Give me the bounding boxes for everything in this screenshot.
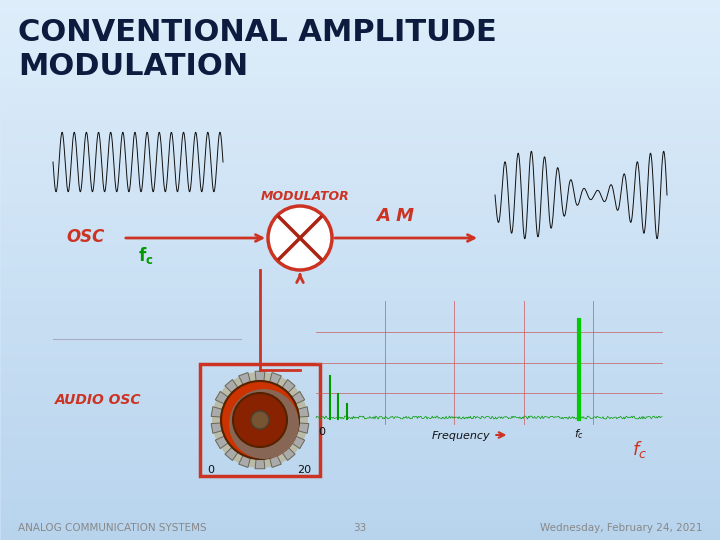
Text: $f_c$: $f_c$ <box>632 440 647 461</box>
Text: 0: 0 <box>207 465 215 475</box>
Polygon shape <box>255 459 265 469</box>
Text: 20: 20 <box>297 465 311 475</box>
Polygon shape <box>211 423 222 433</box>
Polygon shape <box>211 407 222 417</box>
Polygon shape <box>292 392 305 404</box>
Polygon shape <box>255 371 265 381</box>
Text: 33: 33 <box>354 523 366 533</box>
Polygon shape <box>239 373 251 385</box>
Text: 0: 0 <box>318 427 325 437</box>
Text: MODULATION: MODULATION <box>18 52 248 81</box>
Text: $\mathbf{f_c}$: $\mathbf{f_c}$ <box>138 246 153 267</box>
Polygon shape <box>239 455 251 468</box>
Text: OSC: OSC <box>66 228 104 246</box>
Bar <box>53 300 241 370</box>
Bar <box>38 112 682 487</box>
Text: Wednesday, February 24, 2021: Wednesday, February 24, 2021 <box>539 523 702 533</box>
Bar <box>313 298 665 427</box>
Text: AUDIO OSC: AUDIO OSC <box>55 393 142 407</box>
Circle shape <box>233 393 287 447</box>
Bar <box>495 145 667 245</box>
Bar <box>200 364 320 476</box>
Bar <box>48 210 123 265</box>
Polygon shape <box>225 380 238 393</box>
Bar <box>51 298 243 372</box>
Polygon shape <box>215 436 228 449</box>
Polygon shape <box>225 447 238 461</box>
Polygon shape <box>297 423 309 433</box>
Text: ANALOG COMMUNICATION SYSTEMS: ANALOG COMMUNICATION SYSTEMS <box>18 523 207 533</box>
Text: CONVENTIONAL AMPLITUDE: CONVENTIONAL AMPLITUDE <box>18 18 497 47</box>
Polygon shape <box>269 455 282 468</box>
Circle shape <box>251 411 269 429</box>
Bar <box>310 295 668 430</box>
Bar <box>490 140 672 250</box>
Polygon shape <box>282 447 295 461</box>
Bar <box>493 143 669 247</box>
Polygon shape <box>292 436 305 449</box>
Text: $f_c$: $f_c$ <box>574 427 584 441</box>
Text: Frequency: Frequency <box>432 431 490 441</box>
Polygon shape <box>215 392 228 404</box>
Bar <box>53 127 223 197</box>
Polygon shape <box>297 407 309 417</box>
Text: A M: A M <box>376 207 414 225</box>
Circle shape <box>268 206 332 270</box>
Polygon shape <box>269 373 282 385</box>
Text: MODULATOR: MODULATOR <box>261 190 349 202</box>
Circle shape <box>221 381 299 459</box>
Bar <box>51 125 225 199</box>
Circle shape <box>229 389 299 459</box>
Circle shape <box>212 372 308 468</box>
Bar <box>48 295 246 375</box>
Polygon shape <box>282 380 295 393</box>
Bar <box>48 122 228 202</box>
Bar <box>316 301 662 424</box>
